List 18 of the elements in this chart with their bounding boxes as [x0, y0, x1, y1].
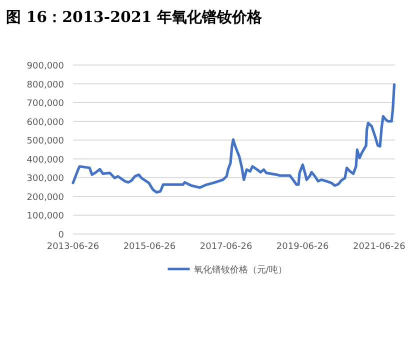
y-tick-label: 100,000 — [26, 212, 64, 222]
y-tick-label: 900,000 — [26, 62, 64, 72]
x-tick-label: 2021-06-26 — [353, 242, 406, 252]
x-tick-label: 2015-06-26 — [123, 242, 176, 252]
y-tick-label: 400,000 — [26, 155, 64, 166]
y-tick-label: 800,000 — [26, 80, 64, 90]
title: 图 16：2013-2021 年氧化镨钕价格 — [6, 8, 262, 26]
x-tick-label: 2019-06-26 — [276, 242, 329, 252]
x-tick-label: 2013-06-26 — [46, 242, 100, 252]
y-tick-label: 600,000 — [26, 118, 64, 128]
legend-label: 氧化镨钕价格（元/吨） — [194, 264, 287, 276]
y-tick-label: 200,000 — [26, 192, 64, 203]
x-tick-label: 2017-06-26 — [200, 242, 253, 252]
y-tick-label: 0 — [58, 230, 64, 240]
y-tick-label: 700,000 — [26, 99, 64, 110]
y-tick-label: 500,000 — [26, 136, 64, 147]
legend: 氧化镨钕价格（元/吨） — [168, 266, 287, 276]
y-tick-label: 300,000 — [26, 174, 64, 184]
